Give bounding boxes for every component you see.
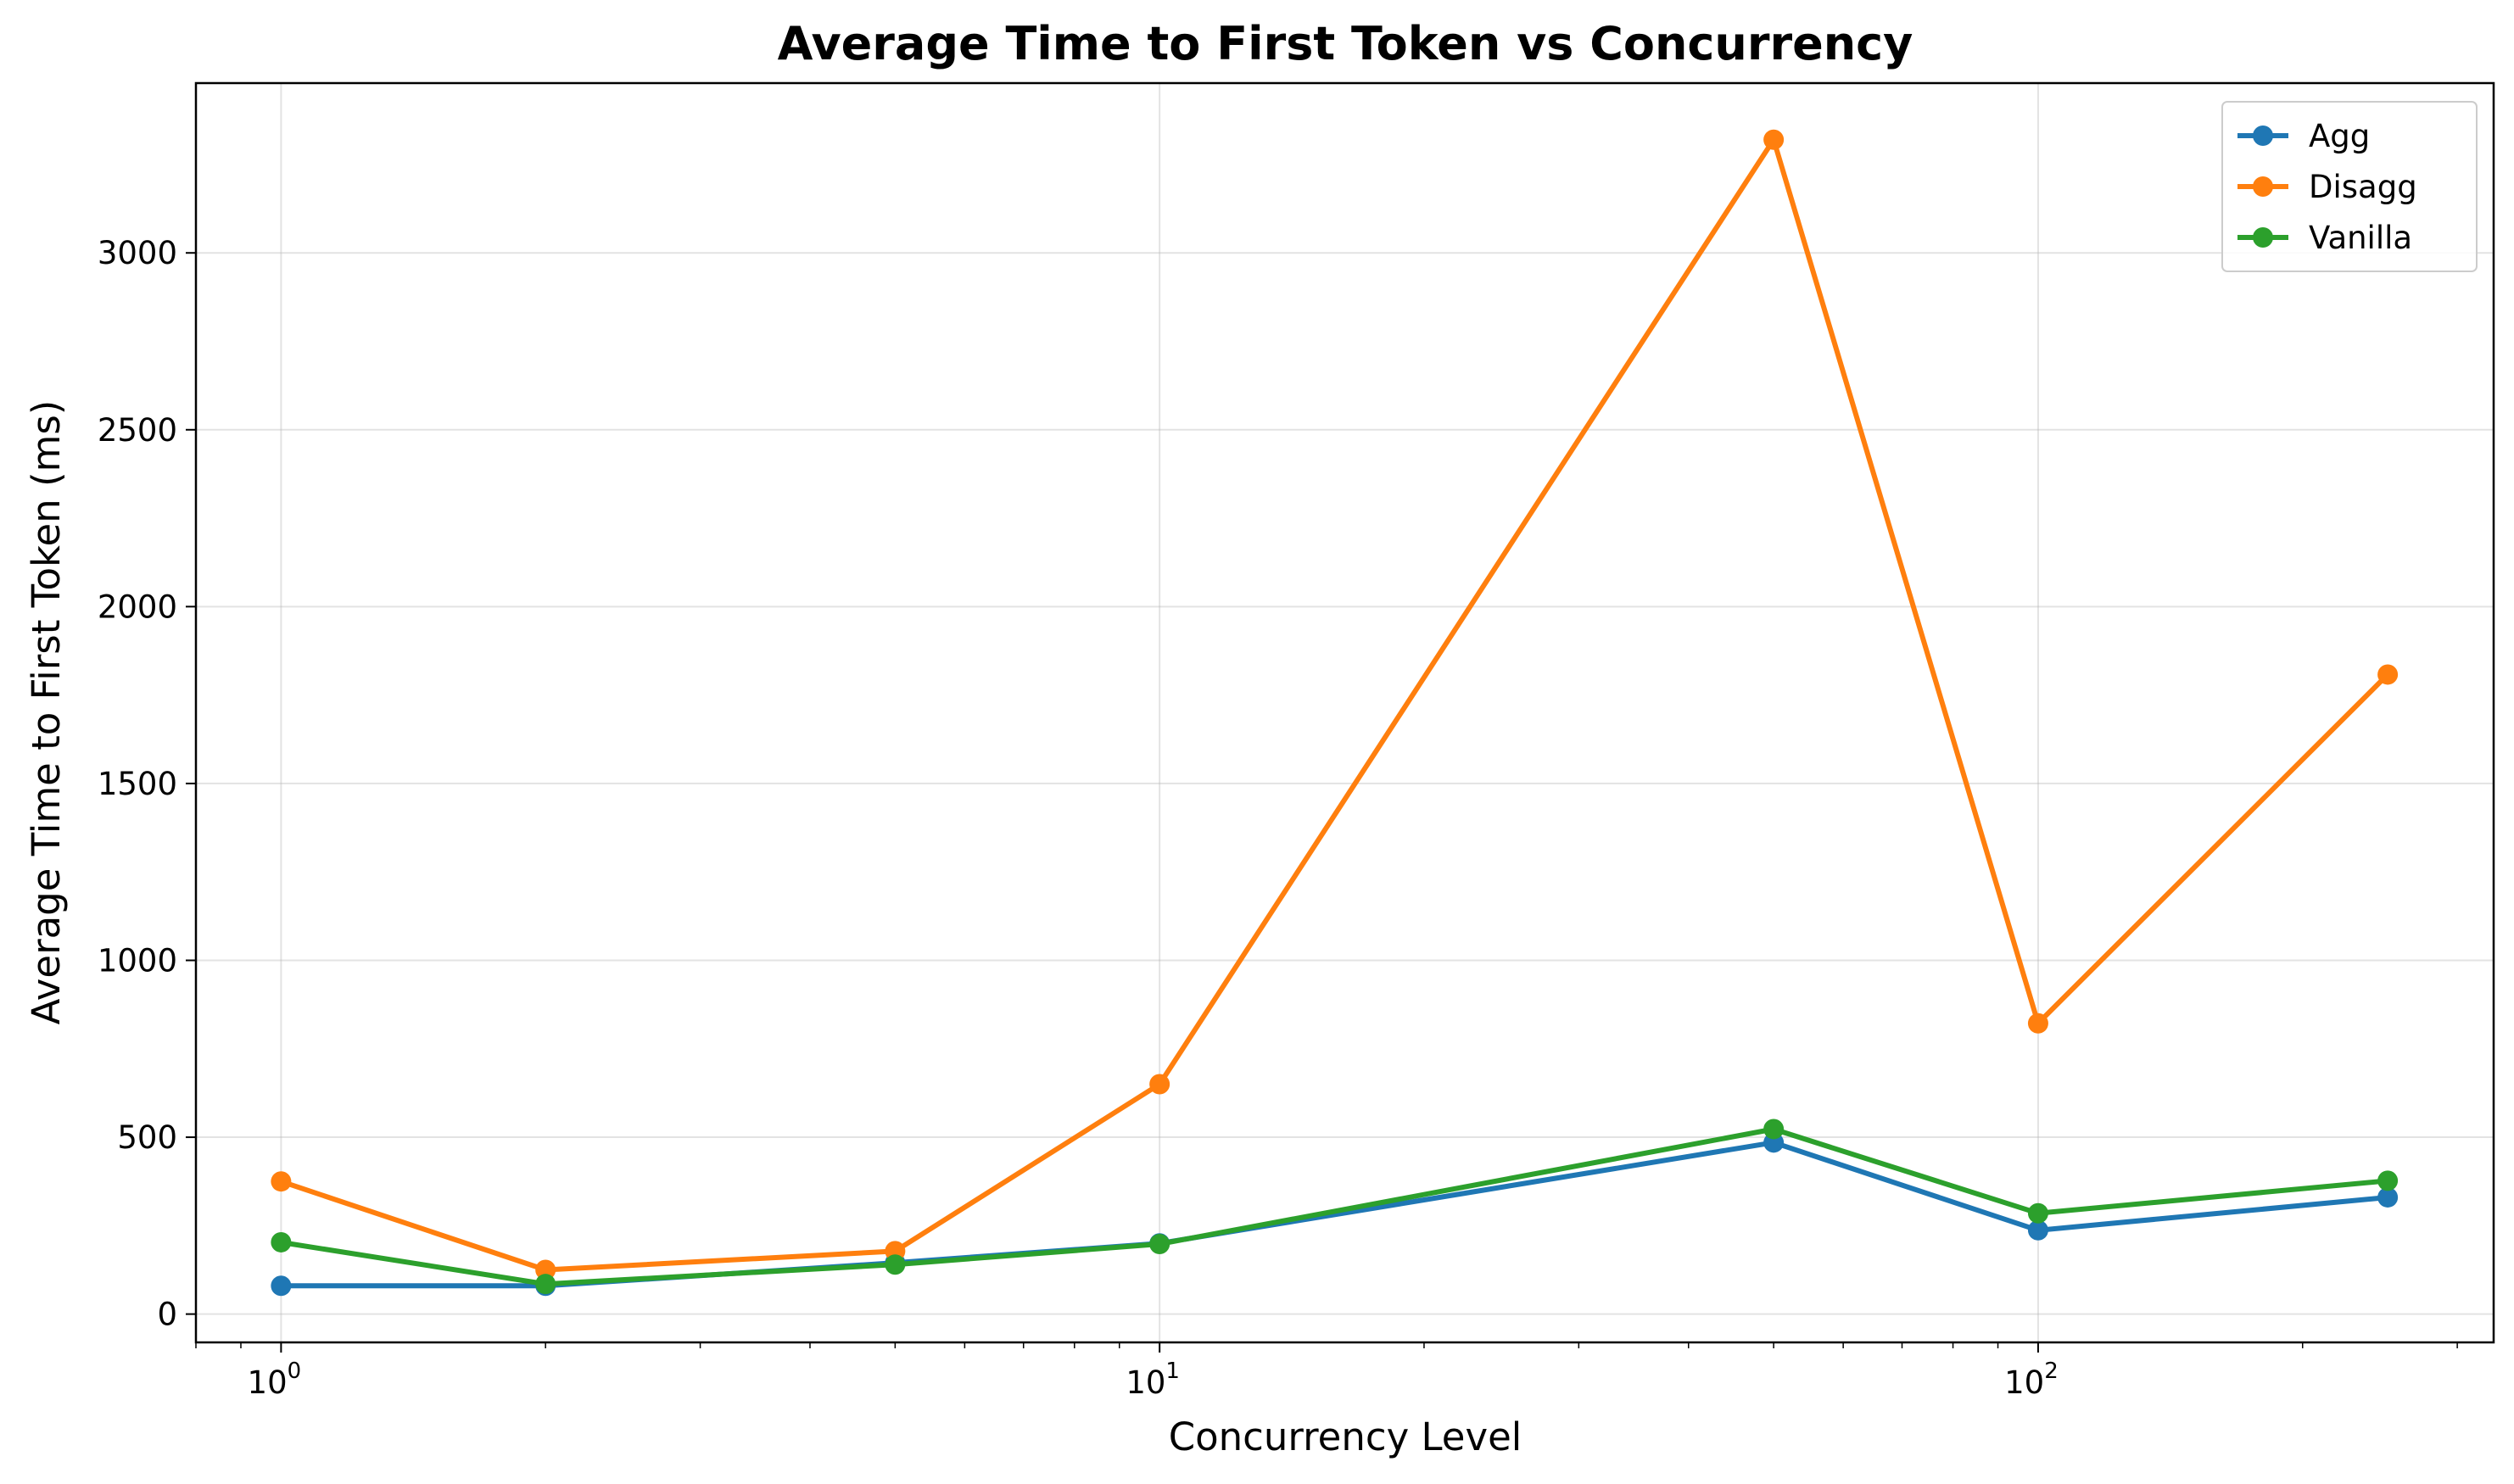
grid: [196, 83, 2494, 1342]
legend-marker-disagg: [2253, 176, 2273, 197]
x-tick-label: 101: [1126, 1358, 1180, 1401]
x-tick-base: 10: [1126, 1364, 1165, 1401]
legend: Agg Disagg Vanilla: [2221, 101, 2478, 272]
legend-label-vanilla: Vanilla: [2309, 220, 2412, 256]
data-point-vanilla: [2027, 1202, 2048, 1224]
data-point-vanilla: [2377, 1170, 2399, 1191]
data-point-vanilla: [1763, 1119, 1785, 1140]
y-tick-label: 1500: [98, 766, 177, 802]
data-point-agg: [2027, 1219, 2048, 1241]
y-axis-label: Average Time to First Token (ms): [24, 400, 69, 1025]
legend-box: [2221, 101, 2478, 272]
data-point-vanilla: [1149, 1234, 1170, 1255]
legend-marker-agg: [2253, 126, 2273, 146]
x-tick-base: 10: [248, 1364, 288, 1401]
x-tick-base: 10: [2004, 1364, 2044, 1401]
y-tick-label: 0: [157, 1297, 177, 1333]
y-tick-label: 500: [117, 1119, 177, 1156]
data-point-disagg: [2027, 1013, 2048, 1034]
x-tick-exponent: 0: [288, 1358, 302, 1384]
x-tick-exponent: 2: [2044, 1358, 2059, 1384]
x-tick-exponent: 1: [1165, 1358, 1180, 1384]
series-layer: [271, 129, 2399, 1297]
data-point-disagg: [271, 1171, 292, 1192]
plot-frame: [194, 81, 2495, 1344]
data-point-vanilla: [535, 1274, 556, 1295]
data-point-vanilla: [271, 1231, 292, 1252]
y-tick-label: 3000: [98, 235, 177, 271]
data-point-vanilla: [885, 1254, 906, 1275]
chart-title: Average Time to First Token vs Concurren…: [778, 17, 1913, 70]
y-tick-label: 2500: [98, 412, 177, 449]
data-point-disagg: [535, 1259, 556, 1280]
legend-label-agg: Agg: [2309, 118, 2370, 154]
data-point-agg: [2377, 1186, 2399, 1208]
x-axis-label: Concurrency Level: [1169, 1414, 1522, 1459]
data-point-disagg: [1763, 129, 1785, 150]
data-point-agg: [271, 1275, 292, 1297]
y-tick-label: 2000: [98, 589, 177, 625]
y-tick-label: 1000: [98, 942, 177, 979]
x-tick-label: 102: [2004, 1358, 2059, 1401]
data-point-disagg: [2377, 664, 2399, 685]
data-point-disagg: [1149, 1074, 1170, 1095]
legend-marker-vanilla: [2253, 227, 2273, 248]
x-tick-label: 100: [248, 1358, 302, 1401]
legend-label-disagg: Disagg: [2309, 169, 2417, 205]
